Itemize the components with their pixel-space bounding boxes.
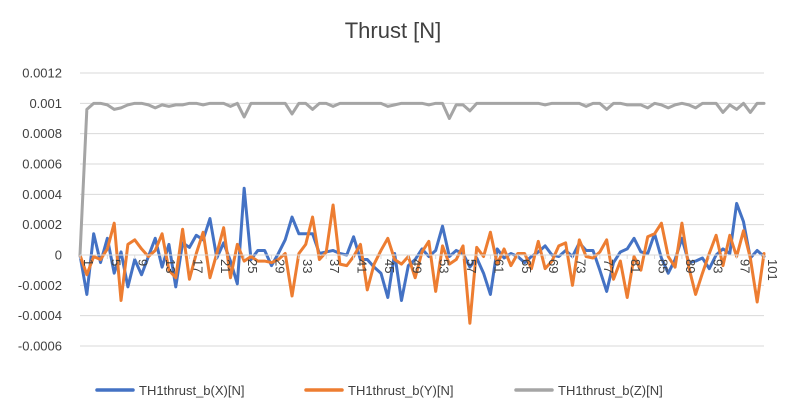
x-tick-label: 81 [628,259,643,273]
x-tick-label: 93 [710,259,725,273]
y-tick-label: -0.0006 [18,339,62,354]
x-tick-label: 45 [382,259,397,273]
y-tick-label: 0.0008 [22,126,62,141]
y-tick-label: 0.0006 [22,157,62,172]
legend: TH1thrust_b(X)[N] TH1thrust_b(Y)[N] TH1thr… [95,383,663,398]
x-tick-label: 57 [464,259,479,273]
series-line-2 [78,203,766,325]
series-line-1 [78,186,766,302]
y-tick-label: 0 [55,248,62,263]
chart-title: Thrust [N] [345,18,442,43]
y-axis-tick-labels: 0.0012 0.001 0.0008 0.0006 0.0004 0.0002 0 -0.0… [18,66,62,354]
y-tick-label: 0.001 [29,96,62,111]
x-tick-label: 33 [300,259,315,273]
x-tick-label: 17 [190,259,205,273]
x-tick-label: 25 [245,259,260,273]
x-tick-label: 77 [601,259,616,273]
x-tick-label: 101 [765,259,780,281]
series-line-3 [78,101,766,257]
x-tick-label: 65 [519,259,534,273]
x-tick-label: 1 [81,259,96,266]
x-tick-label: 9 [136,259,151,266]
legend-label: TH1thrust_b(Y)[N] [348,383,453,398]
x-tick-label: 85 [656,259,671,273]
x-tick-label: 69 [546,259,561,273]
y-tick-label: 0.0002 [22,217,62,232]
x-tick-label: 37 [327,259,342,273]
legend-label: TH1thrust_b(Z)[N] [558,383,663,398]
x-tick-label: 49 [409,259,424,273]
y-tick-label: 0.0012 [22,66,62,81]
x-tick-label: 89 [683,259,698,273]
y-tick-label: 0.0004 [22,187,62,202]
x-tick-label: 13 [163,259,178,273]
y-tick-label: -0.0004 [18,308,62,323]
x-axis: 1 5 9 13 17 21 25 29 33 37 41 45 49 53 57 61 65 69 73 77 81 8… [79,254,780,281]
series-lines [78,101,766,325]
x-tick-label: 73 [573,259,588,273]
x-tick-label: 97 [738,259,753,273]
x-tick-label: 53 [437,259,452,273]
x-tick-label: 41 [355,259,370,273]
legend-label: TH1thrust_b(X)[N] [139,383,244,398]
x-tick-label: 61 [491,259,506,273]
y-tick-label: -0.0002 [18,278,62,293]
x-tick-label: 5 [108,259,123,266]
x-tick-label: 21 [218,259,233,273]
x-tick-label: 29 [273,259,288,273]
gridlines [80,72,764,347]
